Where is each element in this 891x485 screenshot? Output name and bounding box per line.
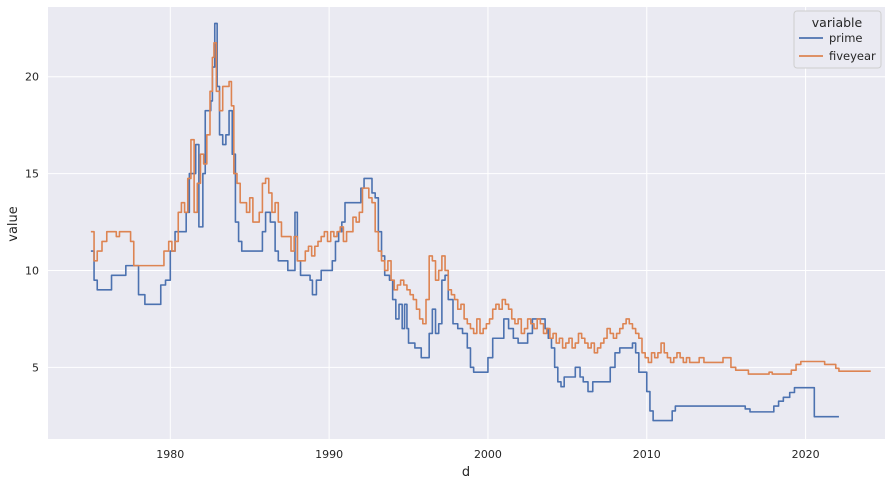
series-line-prime [90, 22, 839, 422]
legend-label-fiveyear: fiveyear [829, 49, 876, 63]
x-tick-label: 2020 [792, 448, 820, 461]
x-axis-title: d [462, 465, 470, 480]
x-tick-label: 1980 [156, 448, 184, 461]
legend-title: variable [812, 15, 863, 30]
series-layer [90, 22, 871, 422]
y-tick-labels: 5 10 15 20 [25, 71, 39, 375]
legend-label-prime: prime [829, 31, 863, 45]
x-tick-label: 2010 [633, 448, 661, 461]
y-tick-label: 10 [25, 264, 39, 277]
legend: variable prime fiveyear [793, 10, 882, 69]
y-tick-label: 20 [25, 71, 39, 84]
y-tick-label: 15 [25, 168, 39, 181]
y-tick-label: 5 [32, 361, 39, 374]
x-tick-label: 1990 [315, 448, 343, 461]
series-line-fiveyear [90, 42, 871, 375]
x-tick-labels: 1980 1990 2000 2010 2020 [156, 448, 819, 461]
grid [48, 7, 885, 439]
y-axis-title: value [6, 206, 21, 242]
x-tick-label: 2000 [474, 448, 502, 461]
legend-box [793, 10, 882, 69]
